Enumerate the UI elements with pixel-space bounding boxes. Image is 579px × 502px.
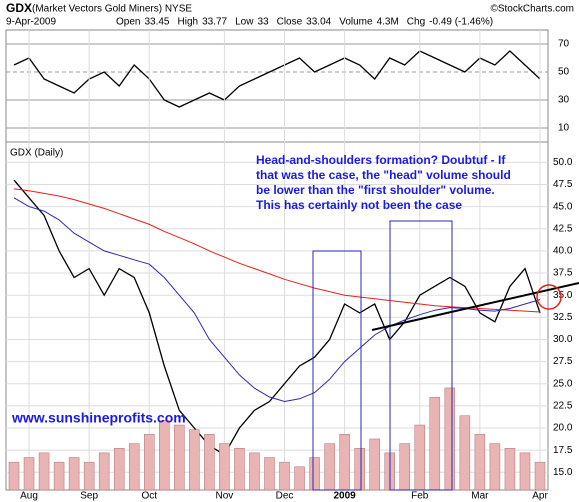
stat-value: -0.49 (-1.46%) [429,17,493,28]
stat-value: 33.77 [202,17,227,28]
stat-value: 33 [257,17,269,28]
y-tick-label: 40.0 [553,246,573,257]
volume-bar [504,447,516,491]
y-tick-label: 45.0 [553,201,573,212]
y-tick-label: 42.5 [553,223,573,234]
volume-bar [128,443,140,491]
y-tick-label: 70 [558,39,570,50]
annotation: This has certainly not been the case [256,198,462,212]
volume-bar [414,424,426,491]
x-tick-label: Nov [216,491,234,502]
stat-label: Close [277,17,303,28]
price-panel [5,141,549,491]
volume-bar [53,461,65,491]
volume-bar [189,429,200,491]
y-tick-label: 35.0 [553,290,573,301]
watermark: www.sunshineprofits.com [11,410,186,426]
volume-bar [264,457,275,491]
y-tick-label: 47.5 [553,179,573,190]
volume-bar [324,443,335,491]
y-tick-label: 20.0 [553,423,573,434]
volume-bar [113,447,125,491]
volume-bar [369,438,380,491]
plot: 10 30 50 70 15.0 17.5 20.0 22.5 25.0 27.5 30.0 32.5… [6,30,573,502]
volume-bar [534,461,546,491]
highlight-box [389,220,453,491]
volume-bar [83,461,95,491]
volume-bar [159,420,170,491]
stat-value: 33.04 [306,17,331,28]
source: ©StockCharts.com [490,4,574,15]
y-tick-label: 30.0 [553,334,573,345]
highlight-box [312,250,362,491]
trendline [371,282,579,331]
stat-label: Low [235,17,254,28]
y-tick-label: 25.0 [553,378,573,389]
stat-label: Open [116,17,140,28]
x-tick-label: Sep [80,491,98,502]
x-tick-label: Apr [532,491,548,502]
volume-bar [249,452,260,491]
series-line [13,50,541,108]
volume-bar [399,443,410,491]
y-tick-label: 10 [558,123,570,134]
x-tick-label: Aug [20,491,38,502]
x-tick-label: 2009 [334,491,357,502]
security-name: (Market Vectors Gold Miners) NYSE [32,4,192,15]
volume-bar [8,461,20,491]
volume-bar [144,434,155,491]
volume-bar [23,457,35,491]
volume-bar [309,457,320,491]
volume-bar [68,457,80,491]
y-tick-label: 17.5 [553,445,573,456]
volume-bar [489,443,501,491]
volume-bar [38,452,50,491]
stat-label: High [178,17,199,28]
x-tick-label: Oct [141,491,157,502]
volume-bar [294,466,305,491]
y-tick-label: 15.0 [553,467,573,478]
price-title: GDX (Daily) [10,148,63,159]
volume-bar [234,447,245,491]
annotation: be lower than the "first shoulder" volum… [256,183,495,197]
stat-value: 4.3M [377,17,399,28]
stat-label: Volume [339,17,373,28]
volume-bar [174,424,185,491]
volume-bar [98,452,110,491]
x-tick-label: Feb [411,491,429,502]
date: 9-Apr-2009 [6,17,56,28]
volume-bar [459,415,471,491]
x-tick-label: Mar [471,491,489,502]
y-tick-label: 50 [558,67,570,78]
symbol: GDX [6,1,32,15]
stats: Open 33.45 High 33.77 Low 33 Close 33.04 Volume 4… [116,17,493,28]
volume-bar [474,434,486,491]
annotation: Head-and-shoulders formation? Doubtuf - … [256,153,506,167]
highlight-circle [536,284,562,310]
volume-bar [354,447,365,491]
y-tick-label: 27.5 [553,356,573,367]
volume-bar [429,396,441,491]
volume-bar [204,434,215,491]
volume-bar [519,452,531,491]
y-tick-label: 32.5 [553,312,573,323]
volume-bar [279,461,290,491]
x-tick-label: Dec [276,491,294,502]
y-tick-label: 37.5 [553,268,573,279]
volume-bar [339,434,350,491]
stat-value: 33.45 [144,17,169,28]
y-tick-label: 30 [558,95,570,106]
stat-label: Chg [407,17,425,28]
y-tick-label: 22.5 [553,401,573,412]
volume-bar [219,443,230,491]
volume-bar [444,387,456,491]
annotation: that was the case, the "head" volume sho… [256,168,511,182]
y-tick-label: 50.0 [553,157,573,168]
